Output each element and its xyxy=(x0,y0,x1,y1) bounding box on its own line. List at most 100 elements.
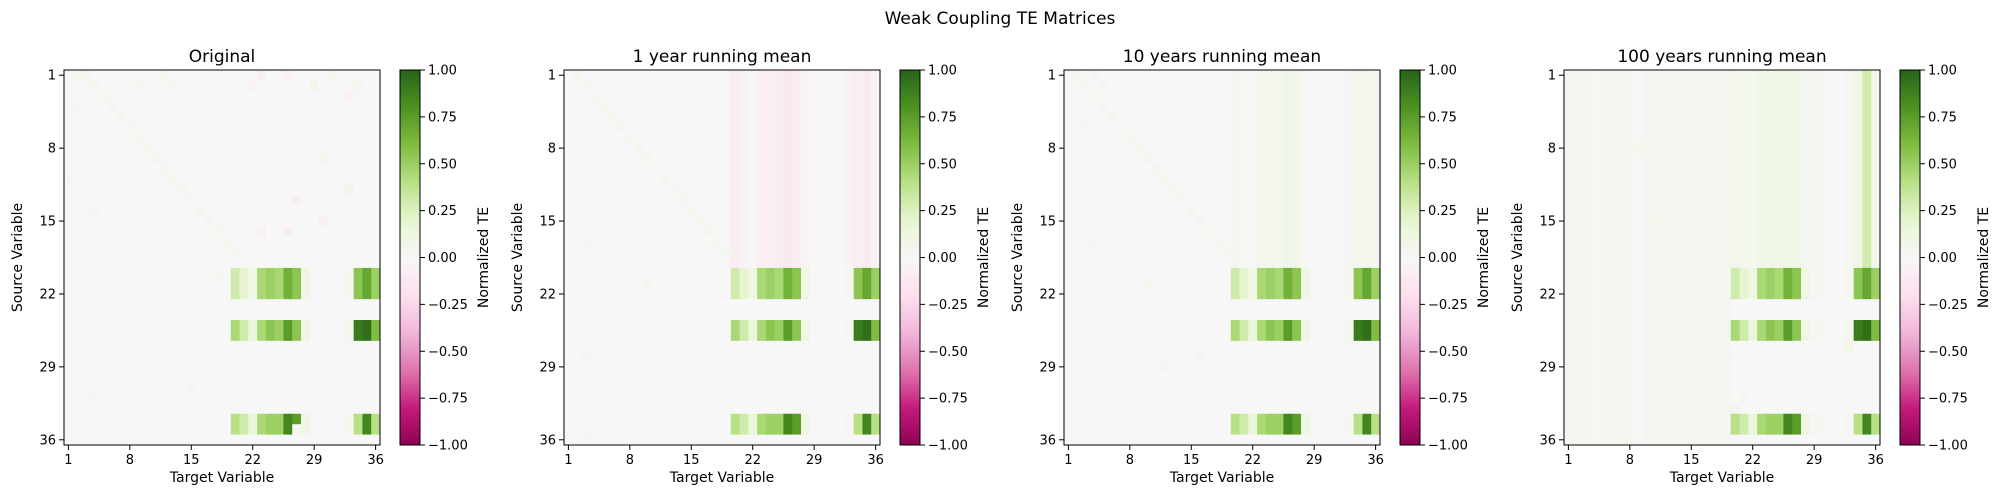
heatmap-cell xyxy=(143,174,153,185)
heatmap-cell xyxy=(660,382,670,394)
heatmap-cell xyxy=(695,413,705,425)
heatmap-cell xyxy=(151,382,161,394)
heatmap-cell xyxy=(1722,90,1732,102)
heatmap-cell xyxy=(1064,111,1074,123)
heatmap-cell xyxy=(1853,174,1863,185)
heatmap-cell xyxy=(1125,309,1135,321)
heatmap-cell xyxy=(1599,226,1609,238)
heatmap-cell xyxy=(1792,142,1802,154)
heatmap-cell xyxy=(1064,288,1074,300)
heatmap-cell xyxy=(1116,195,1126,206)
heatmap-cell xyxy=(1643,288,1653,300)
heatmap-cell xyxy=(1213,226,1223,238)
heatmap-cell xyxy=(581,226,591,238)
heatmap-cell xyxy=(81,392,91,404)
heatmap-cell xyxy=(1695,215,1705,227)
heatmap-cell xyxy=(616,205,626,217)
heatmap-cell xyxy=(1064,392,1074,404)
heatmap-cell xyxy=(1081,434,1091,446)
heatmap-cell xyxy=(1607,184,1618,196)
heatmap-cell xyxy=(853,392,863,404)
heatmap-cell xyxy=(1230,184,1240,196)
heatmap-cell xyxy=(1292,403,1302,415)
heatmap-cell xyxy=(309,351,319,363)
heatmap-cell xyxy=(1230,122,1240,133)
heatmap-cell xyxy=(1353,403,1363,415)
heatmap-cell xyxy=(783,413,793,425)
heatmap-cell xyxy=(1344,257,1355,269)
heatmap-cell xyxy=(1178,174,1188,185)
heatmap-cell xyxy=(643,122,653,133)
heatmap-cell xyxy=(853,195,863,206)
heatmap-cell xyxy=(1186,278,1197,290)
heatmap-cell xyxy=(844,111,855,123)
heatmap-cell xyxy=(230,299,240,310)
heatmap-cell xyxy=(643,320,653,331)
heatmap-cell xyxy=(1292,257,1302,269)
heatmap-cell xyxy=(1704,267,1714,279)
heatmap-cell xyxy=(1248,278,1258,290)
heatmap-cell xyxy=(686,403,697,415)
heatmap-cell xyxy=(99,163,109,175)
heatmap-cell xyxy=(1862,195,1872,206)
heatmap-cell xyxy=(362,299,372,310)
heatmap-cell xyxy=(1634,153,1644,165)
heatmap-cell xyxy=(801,278,811,290)
heatmap-cell xyxy=(590,351,600,363)
heatmap-cell xyxy=(1643,226,1653,238)
heatmap-cell xyxy=(1853,184,1863,196)
heatmap-cell xyxy=(134,90,144,102)
heatmap-cell xyxy=(186,153,197,165)
heatmap-cell xyxy=(1353,392,1363,404)
heatmap-cell xyxy=(116,236,126,248)
heatmap-cell xyxy=(1292,267,1302,279)
heatmap-cell xyxy=(1169,372,1179,383)
heatmap-cell xyxy=(160,288,170,300)
heatmap-cell xyxy=(765,257,776,269)
heatmap-cell xyxy=(757,247,767,258)
heatmap-cell xyxy=(1651,236,1661,248)
heatmap-cell xyxy=(1318,70,1328,81)
heatmap-cell xyxy=(353,413,363,425)
heatmap-cell xyxy=(1327,278,1337,290)
heatmap-cell xyxy=(222,351,232,363)
heatmap-cell xyxy=(186,257,197,269)
heatmap-cell xyxy=(274,215,284,227)
heatmap-cell xyxy=(1151,257,1161,269)
heatmap-cell xyxy=(344,278,355,290)
heatmap-cell xyxy=(844,320,855,331)
heatmap-cell xyxy=(853,330,863,342)
heatmap-cell xyxy=(160,330,170,342)
heatmap-cell xyxy=(336,174,346,185)
heatmap-cell xyxy=(1739,330,1749,342)
heatmap-cell xyxy=(344,195,355,206)
heatmap-cell xyxy=(301,205,311,217)
heatmap-cell xyxy=(1301,382,1311,394)
heatmap-cell xyxy=(1581,226,1591,238)
heatmap-cell xyxy=(1257,122,1267,133)
heatmap-cell xyxy=(1064,132,1074,144)
heatmap-cell xyxy=(99,351,109,363)
heatmap-cell xyxy=(125,299,135,310)
heatmap-cell xyxy=(265,434,276,446)
heatmap-cell xyxy=(783,153,793,165)
heatmap-cell xyxy=(1178,392,1188,404)
heatmap-cell xyxy=(572,111,582,123)
heatmap-cell xyxy=(274,351,284,363)
heatmap-cell xyxy=(362,142,372,154)
heatmap-cell xyxy=(1257,111,1267,123)
heatmap-cell xyxy=(1230,299,1240,310)
heatmap-cell xyxy=(1327,434,1337,446)
heatmap-cell xyxy=(1072,153,1082,165)
heatmap-cell xyxy=(1765,226,1776,238)
heatmap-cell xyxy=(1248,340,1258,352)
heatmap-cell xyxy=(1134,392,1144,404)
heatmap-cell xyxy=(765,351,776,363)
heatmap-cell xyxy=(309,424,319,435)
heatmap-cell xyxy=(1801,184,1811,196)
heatmap-cell xyxy=(564,288,574,300)
heatmap-cell xyxy=(1064,372,1074,383)
heatmap-cell xyxy=(1713,153,1723,165)
heatmap-cell xyxy=(362,205,372,217)
heatmap-cell xyxy=(1686,247,1697,258)
